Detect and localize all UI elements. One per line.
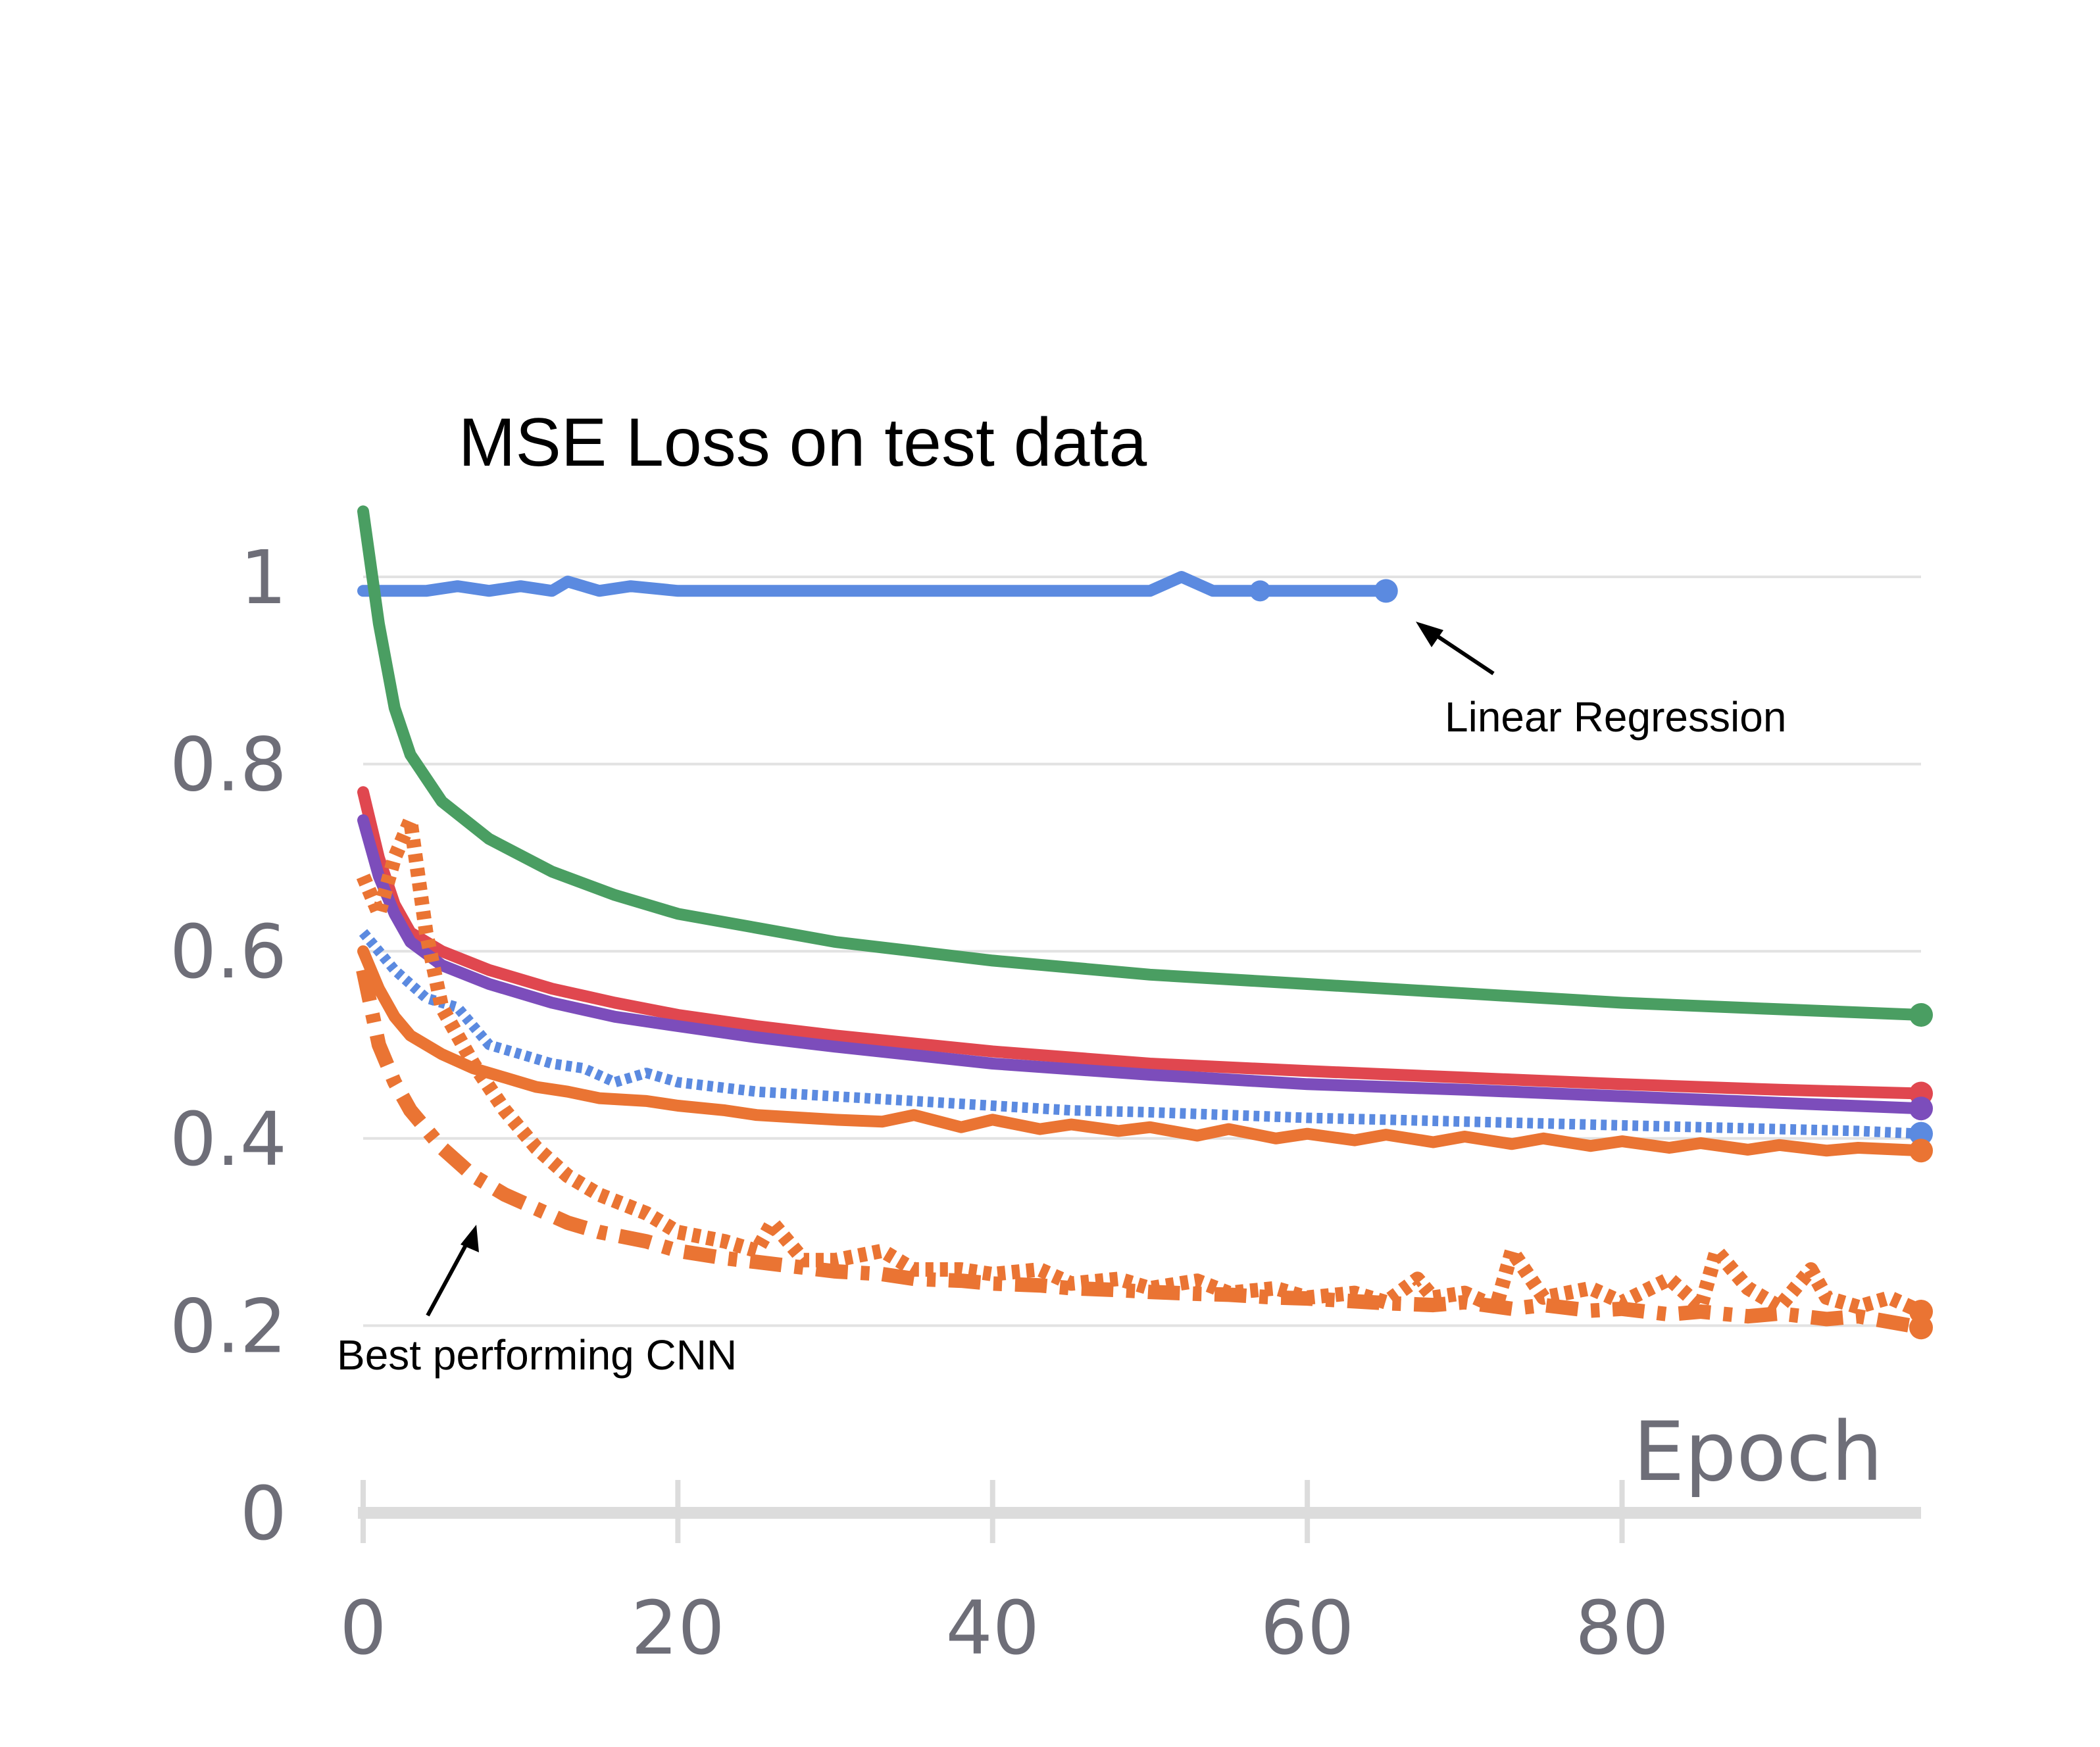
x-axis-tick-labels: 0 20 40 60 80 bbox=[339, 1586, 1668, 1671]
marker-model-green bbox=[1909, 1002, 1933, 1027]
x-tick-label-2: 40 bbox=[946, 1586, 1040, 1671]
series-end-markers bbox=[1249, 579, 1933, 1340]
best-cnn-arrow-line bbox=[426, 1237, 472, 1317]
y-tick-label-3: 0.6 bbox=[170, 910, 287, 995]
x-tick-label-4: 80 bbox=[1575, 1586, 1669, 1671]
best-cnn-arrow-head bbox=[461, 1225, 479, 1252]
y-tick-label-4: 0.8 bbox=[170, 723, 287, 808]
chart-title: MSE Loss on test data bbox=[459, 405, 1147, 481]
series-model-red bbox=[357, 786, 1927, 1100]
series-model-green bbox=[357, 505, 1927, 1021]
y-tick-label-5: 1 bbox=[240, 535, 287, 621]
series-model-purple bbox=[357, 814, 1927, 1115]
y-axis-tick-labels: 0 0.2 0.4 0.6 0.8 1 bbox=[170, 535, 287, 1557]
marker-model-blue-dotted bbox=[1909, 1121, 1933, 1146]
marker-model-purple bbox=[1909, 1096, 1933, 1121]
linear-regression-arrow-head bbox=[1416, 622, 1443, 647]
x-tick-label-1: 20 bbox=[631, 1586, 725, 1671]
series-lines bbox=[356, 505, 1927, 1335]
y-tick-label-2: 0.4 bbox=[170, 1097, 287, 1183]
marker-model-orange-solid bbox=[1909, 1139, 1933, 1163]
annotations: Linear Regression Best performing CNN bbox=[337, 622, 1786, 1379]
marker-linear-regression-mid bbox=[1249, 580, 1271, 602]
linear-regression-annotation: Linear Regression bbox=[1445, 693, 1786, 741]
y-tick-label-0: 0 bbox=[240, 1471, 287, 1557]
x-tick-label-3: 60 bbox=[1261, 1586, 1355, 1671]
x-axis-label: Epoch bbox=[1633, 1405, 1883, 1500]
series-model-blue-dotted bbox=[359, 929, 1922, 1139]
best-cnn-annotation: Best performing CNN bbox=[337, 1331, 737, 1379]
series-model-orange-solid bbox=[357, 945, 1927, 1157]
marker-model-orange-dotted bbox=[1909, 1300, 1933, 1324]
x-tick-label-0: 0 bbox=[339, 1586, 386, 1671]
series-model-orange-dotted bbox=[356, 813, 1924, 1319]
marker-linear-regression bbox=[1374, 579, 1398, 603]
grid-lines bbox=[363, 576, 1921, 1327]
series-linear-regression bbox=[357, 571, 1392, 597]
y-tick-label-1: 0.2 bbox=[170, 1284, 287, 1369]
x-axis bbox=[358, 1480, 1921, 1543]
